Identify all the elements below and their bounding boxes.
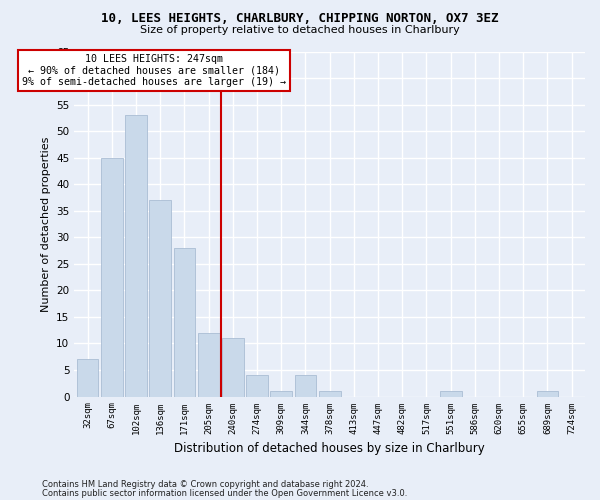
Text: Size of property relative to detached houses in Charlbury: Size of property relative to detached ho…	[140, 25, 460, 35]
Text: Contains public sector information licensed under the Open Government Licence v3: Contains public sector information licen…	[42, 490, 407, 498]
Bar	[149, 200, 171, 396]
Bar	[198, 333, 220, 396]
Bar	[271, 391, 292, 396]
Text: Contains HM Land Registry data © Crown copyright and database right 2024.: Contains HM Land Registry data © Crown c…	[42, 480, 368, 489]
Bar	[222, 338, 244, 396]
Bar	[77, 360, 98, 397]
Bar	[440, 391, 461, 396]
Bar	[125, 115, 147, 396]
Bar	[536, 391, 559, 396]
Bar	[101, 158, 122, 396]
Text: 10, LEES HEIGHTS, CHARLBURY, CHIPPING NORTON, OX7 3EZ: 10, LEES HEIGHTS, CHARLBURY, CHIPPING NO…	[101, 12, 499, 26]
Bar	[295, 376, 316, 396]
Bar	[246, 376, 268, 396]
Text: 10 LEES HEIGHTS: 247sqm
← 90% of detached houses are smaller (184)
9% of semi-de: 10 LEES HEIGHTS: 247sqm ← 90% of detache…	[22, 54, 286, 88]
X-axis label: Distribution of detached houses by size in Charlbury: Distribution of detached houses by size …	[174, 442, 485, 455]
Bar	[319, 391, 341, 396]
Y-axis label: Number of detached properties: Number of detached properties	[41, 136, 50, 312]
Bar	[173, 248, 195, 396]
